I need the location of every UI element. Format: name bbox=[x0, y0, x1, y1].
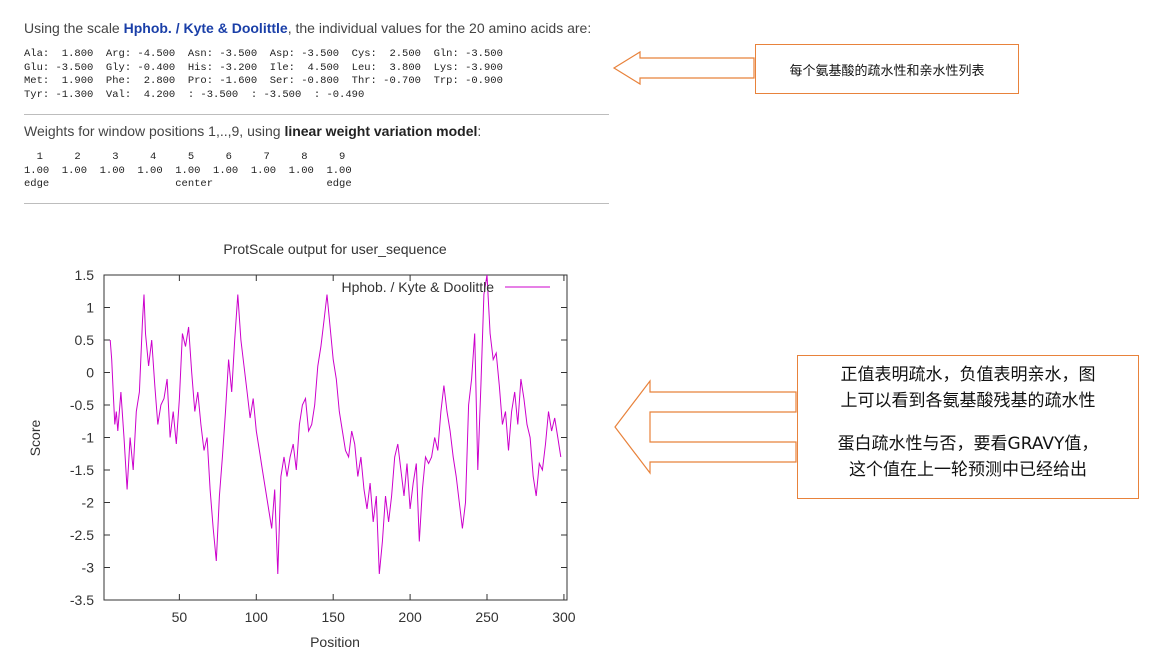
series-line bbox=[109, 274, 562, 575]
y-tick-label: 0.5 bbox=[75, 332, 95, 348]
note2-line: 这个值在上一轮预测中已经给出 bbox=[849, 460, 1087, 480]
x-tick-label: 200 bbox=[398, 609, 422, 625]
aa-row: Ala: 1.800 Arg: -4.500 Asn: -3.500 Asp: … bbox=[24, 48, 503, 60]
y-tick-label: -3 bbox=[82, 560, 95, 576]
scale-name-link[interactable]: Hphob. / Kyte & Doolittle bbox=[123, 20, 288, 36]
x-tick-label: 300 bbox=[552, 609, 576, 625]
aa-row: Tyr: -1.300 Val: 4.200 : -3.500 : -3.500… bbox=[24, 88, 365, 101]
note2-line: 蛋白疏水性与否，要看GRAVY值， bbox=[837, 434, 1099, 454]
weights-prefix: Weights for window positions 1,..,9, usi… bbox=[24, 123, 285, 139]
y-tick-label: 1 bbox=[86, 300, 94, 316]
note-amino-acid-list: 每个氨基酸的疏水性和亲水性列表 bbox=[755, 44, 1019, 94]
y-tick-label: -1.5 bbox=[70, 462, 94, 478]
scale-intro: Using the scale Hphob. / Kyte & Doolittl… bbox=[24, 20, 591, 36]
amino-acid-values-table: Ala: 1.800 Arg: -4.500 Asn: -3.500 Asp: … bbox=[24, 48, 503, 102]
weights-table: 1 2 3 4 5 6 7 8 9 1.00 1.00 1.00 1.00 1.0… bbox=[24, 151, 352, 192]
weights-suffix: : bbox=[477, 123, 482, 139]
note2-line: 正值表明疏水，负值表明亲水，图 bbox=[840, 365, 1096, 385]
y-tick-label: -0.5 bbox=[70, 397, 94, 413]
weights-row: 1 2 3 4 5 6 7 8 9 bbox=[24, 151, 346, 163]
aa-row: Glu: -3.500 Gly: -0.400 His: -3.200 Ile:… bbox=[24, 61, 503, 74]
x-tick-label: 250 bbox=[475, 609, 499, 625]
x-tick-label: 150 bbox=[322, 609, 346, 625]
note-hydrophobicity-explanation: 正值表明疏水，负值表明亲水，图 上可以看到各氨基酸残基的疏水性 蛋白疏水性与否，要… bbox=[797, 355, 1139, 499]
y-tick-label: -2.5 bbox=[70, 527, 94, 543]
plot-frame bbox=[103, 274, 568, 601]
y-tick-label: 0 bbox=[86, 365, 94, 381]
divider bbox=[24, 203, 609, 204]
intro-prefix: Using the scale bbox=[24, 20, 124, 36]
weights-row: edge center edge bbox=[24, 178, 352, 190]
y-tick-label: -3.5 bbox=[70, 592, 94, 608]
y-tick-label: -2 bbox=[82, 495, 95, 511]
weights-row: 1.00 1.00 1.00 1.00 1.00 1.00 1.00 1.00 … bbox=[24, 164, 352, 177]
x-tick-label: 100 bbox=[245, 609, 269, 625]
intro-suffix: , the individual values for the 20 amino… bbox=[287, 20, 592, 36]
y-tick-label: -1 bbox=[82, 430, 95, 446]
aa-row: Met: 1.900 Phe: 2.800 Pro: -1.600 Ser: -… bbox=[24, 75, 503, 87]
legend-label: Hphob. / Kyte & Doolittle bbox=[341, 279, 494, 295]
y-tick-label: 1.5 bbox=[75, 267, 95, 283]
weights-model: linear weight variation model bbox=[284, 123, 478, 139]
arrow-left-icon bbox=[612, 50, 755, 86]
note1-text: 每个氨基酸的疏水性和亲水性列表 bbox=[789, 63, 985, 79]
weights-title: Weights for window positions 1,..,9, usi… bbox=[24, 123, 481, 139]
divider bbox=[24, 114, 609, 115]
x-axis-label: Position bbox=[310, 634, 360, 650]
y-axis-label: Score bbox=[27, 420, 43, 457]
note2-line: 上可以看到各氨基酸残基的疏水性 bbox=[840, 391, 1096, 411]
arrow-left-icon bbox=[614, 379, 797, 475]
chart-title: ProtScale output for user_sequence bbox=[223, 241, 447, 257]
x-tick-label: 50 bbox=[172, 609, 188, 625]
